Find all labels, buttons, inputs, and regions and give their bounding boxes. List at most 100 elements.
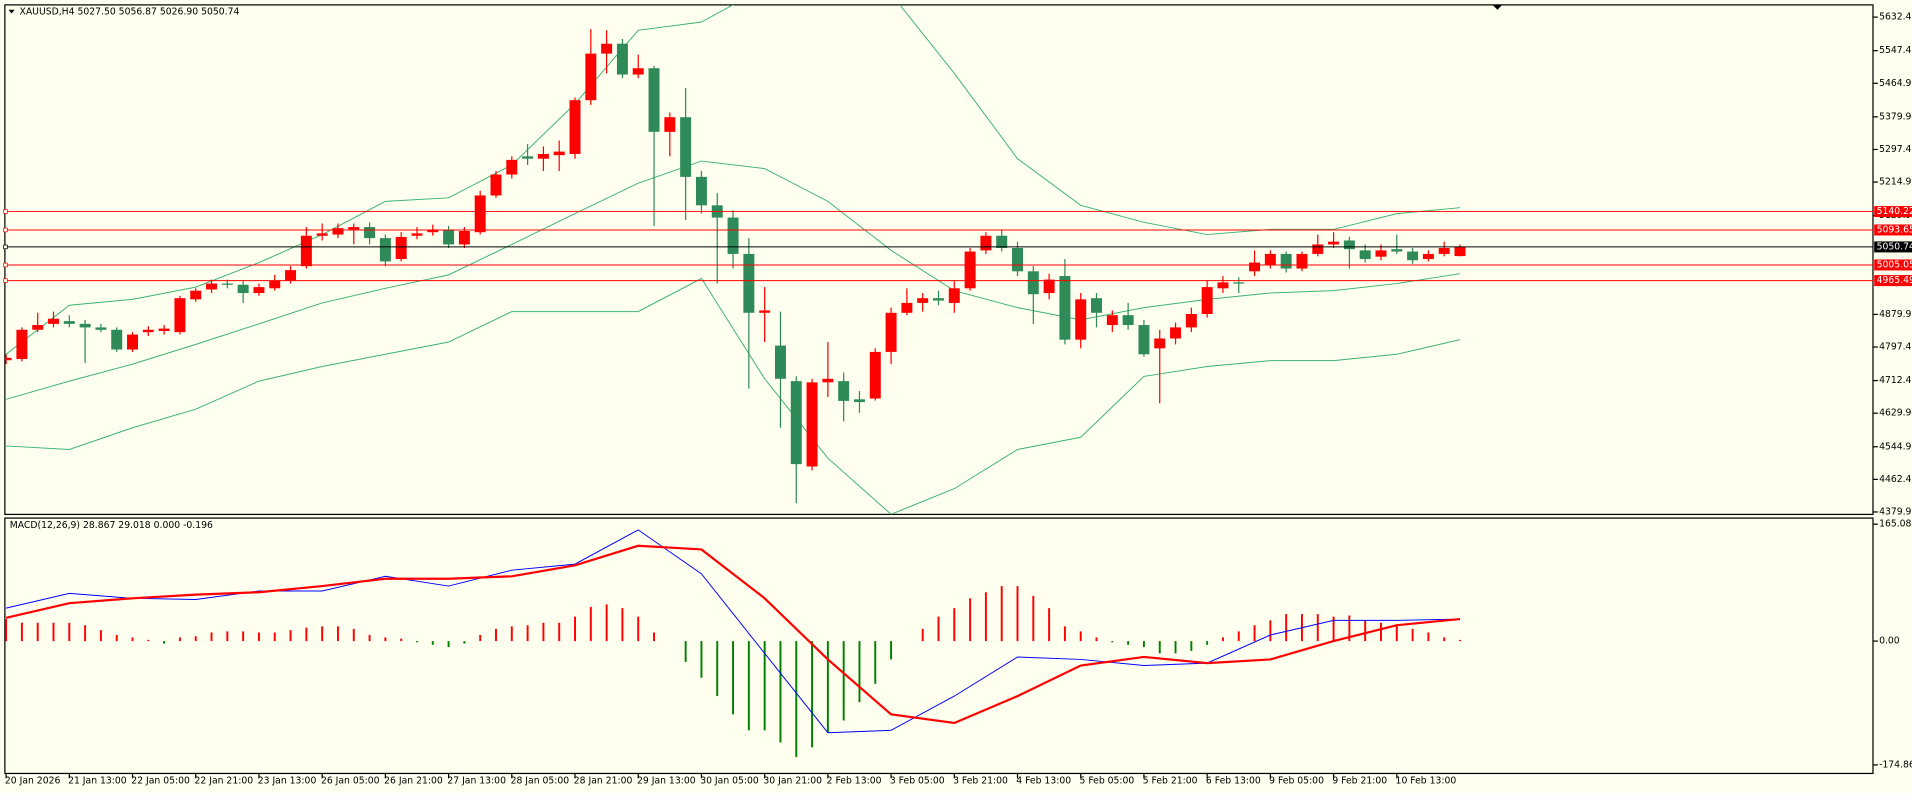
candle-body xyxy=(206,283,218,290)
candle-body xyxy=(1091,298,1103,313)
candle-body xyxy=(553,151,565,156)
candle-body xyxy=(1407,251,1419,261)
candle-body xyxy=(364,227,376,239)
candle-body xyxy=(774,345,786,379)
level-label: 5093.65 xyxy=(1877,224,1912,235)
candle-body xyxy=(332,228,344,235)
candle-body xyxy=(569,100,581,154)
y-tick-label: 0.00 xyxy=(1879,636,1900,647)
axes: 5632.40 5547.40 5464.90 5379.90 5297.40 5214.… xyxy=(3,12,1912,786)
x-tick-label: 29 Jan 13:00 xyxy=(637,775,696,786)
candle-body xyxy=(48,318,59,324)
candle-body xyxy=(996,235,1008,248)
menu-triangle[interactable] xyxy=(8,9,15,14)
candle-body xyxy=(427,229,439,233)
y-tick-label: 4797.40 xyxy=(1879,342,1912,353)
candle-body xyxy=(253,287,265,294)
candle-body xyxy=(727,217,739,254)
x-tick-label: 30 Jan 21:00 xyxy=(763,775,822,786)
y-tick-label: 4712.40 xyxy=(1879,375,1912,386)
candle-body xyxy=(1233,282,1245,284)
candle-body xyxy=(458,231,470,245)
candle-body xyxy=(1312,244,1324,254)
candle-body xyxy=(1359,250,1371,260)
candle-body xyxy=(1375,250,1387,257)
candle-body xyxy=(695,176,707,206)
candle-body xyxy=(585,53,597,101)
candle-body xyxy=(1059,276,1071,340)
candle-body xyxy=(1154,338,1166,349)
candle-body xyxy=(1280,253,1292,269)
main-title: XAUUSD,H4 5027.50 5056.87 5026.90 5050.7… xyxy=(20,7,240,18)
candle-body xyxy=(127,334,139,350)
candle-body xyxy=(348,227,360,230)
candle-body xyxy=(1185,313,1197,328)
candle-body xyxy=(395,236,407,260)
candle-body xyxy=(1012,247,1023,272)
candle-body xyxy=(1343,240,1355,250)
candle-body xyxy=(379,238,391,262)
macd-pane xyxy=(4,517,1874,775)
level-marker xyxy=(3,244,8,250)
candle-body xyxy=(632,68,644,75)
candle-body xyxy=(158,328,170,331)
x-tick-label: 9 Feb 05:00 xyxy=(1269,775,1324,786)
candle-body xyxy=(1043,279,1055,294)
candle-body xyxy=(743,253,755,313)
candle-body xyxy=(142,329,154,333)
x-tick-label: 3 Feb 05:00 xyxy=(890,775,945,786)
y-tick-label: 5632.40 xyxy=(1879,12,1912,23)
candle-body xyxy=(443,229,455,245)
candle-body xyxy=(522,156,534,159)
candle-body xyxy=(1264,253,1276,265)
y-tick-label: 4879.90 xyxy=(1879,309,1912,320)
candle-body xyxy=(316,233,328,236)
candle-body xyxy=(1122,315,1134,326)
candle-body xyxy=(190,290,202,300)
candle-body xyxy=(917,298,929,303)
x-tick-label: 22 Jan 21:00 xyxy=(195,775,254,786)
level-marker xyxy=(3,227,8,233)
level-marker xyxy=(3,278,8,283)
x-tick-label: 23 Jan 13:00 xyxy=(258,775,317,786)
candle-body xyxy=(63,321,75,324)
candle-body xyxy=(537,153,549,159)
shift-marker xyxy=(1492,4,1503,10)
candle-body xyxy=(885,312,897,352)
level-marker xyxy=(3,209,8,214)
candle-body xyxy=(1454,246,1466,257)
candle-body xyxy=(1217,282,1229,289)
candle-body xyxy=(1138,325,1150,355)
line-series xyxy=(6,277,1461,515)
candle-body xyxy=(648,68,660,132)
x-tick-label: 21 Jan 13:00 xyxy=(68,775,127,786)
y-tick-label: 5547.40 xyxy=(1879,45,1912,56)
candle-body xyxy=(790,381,802,465)
main-plot xyxy=(4,4,1873,515)
candle-body xyxy=(869,351,881,399)
candle-body xyxy=(822,378,834,383)
candle-body xyxy=(411,233,423,236)
x-tick-label: 5 Feb 21:00 xyxy=(1143,775,1198,786)
candle-body xyxy=(1106,315,1118,326)
level-label-bg xyxy=(1874,241,1912,253)
candle-body xyxy=(474,195,486,233)
candle-body xyxy=(1027,271,1039,295)
candle-body xyxy=(490,174,502,196)
x-tick-label: 27 Jan 13:00 xyxy=(447,775,506,786)
x-tick-label: 9 Feb 21:00 xyxy=(1332,775,1387,786)
x-tick-label: 20 Jan 2026 xyxy=(5,775,61,786)
candle-body xyxy=(79,323,91,328)
candle-body xyxy=(1170,327,1182,339)
y-tick-label: -174.867 xyxy=(1879,759,1912,770)
x-tick-label: 26 Jan 05:00 xyxy=(321,775,380,786)
candle-body xyxy=(32,325,44,330)
x-tick-label: 4 Feb 13:00 xyxy=(1016,775,1071,786)
candle-body xyxy=(506,159,518,175)
level-label: 4965.49 xyxy=(1877,275,1912,286)
x-tick-label: 28 Jan 05:00 xyxy=(511,775,570,786)
y-tick-label: 4629.90 xyxy=(1879,408,1912,419)
line-series xyxy=(5,544,1461,725)
